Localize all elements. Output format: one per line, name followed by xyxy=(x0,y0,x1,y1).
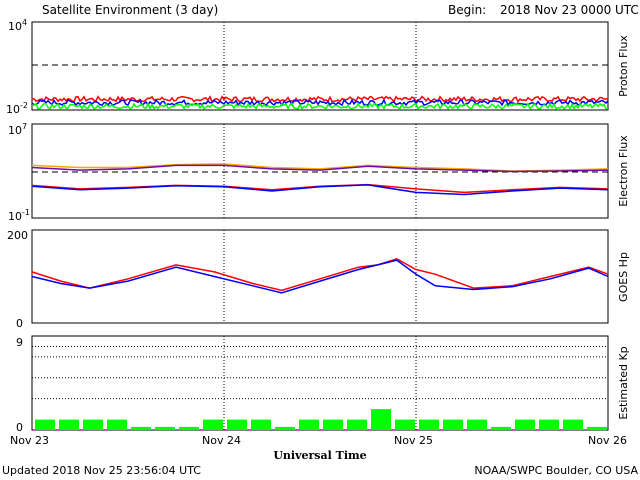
begin-label: Begin: xyxy=(448,3,486,17)
chart-title: Satellite Environment (3 day) xyxy=(42,3,218,17)
kp-bar xyxy=(515,420,535,430)
electron-ytick-top: 107 xyxy=(8,122,27,137)
xtick-nov25: Nov 25 xyxy=(394,434,433,447)
kp-bar xyxy=(587,427,607,430)
xtick-nov23: Nov 23 xyxy=(10,434,49,447)
proton-series xyxy=(32,97,608,109)
kp-bar xyxy=(83,420,103,430)
satellite-environment-chart: Satellite Environment (3 day) Begin: 201… xyxy=(0,0,640,480)
kp-bar xyxy=(443,420,463,430)
xaxis-label: Universal Time xyxy=(273,449,366,462)
kp-bar xyxy=(323,420,343,430)
day-separators xyxy=(224,22,416,430)
hp-panel-frame xyxy=(32,230,608,323)
proton-ylabel: Proton Flux xyxy=(617,35,630,97)
kp-bar xyxy=(131,427,151,430)
proton-line-green xyxy=(32,104,608,109)
hp-line-red xyxy=(32,259,608,291)
kp-bar xyxy=(491,427,511,430)
updated-timestamp: Updated 2018 Nov 25 23:56:04 UTC xyxy=(2,464,201,477)
kp-bar xyxy=(275,427,295,430)
kp-bar xyxy=(395,420,415,430)
kp-bar xyxy=(155,427,175,430)
hp-ylabel: GOES Hp xyxy=(617,252,630,302)
electron-ytick-bottom: 10-1 xyxy=(8,208,30,223)
hp-line-blue xyxy=(32,260,608,293)
kp-bar xyxy=(179,427,199,430)
begin-value: 2018 Nov 23 0000 UTC xyxy=(500,3,639,17)
electron-series xyxy=(32,164,608,195)
kp-bar xyxy=(563,420,583,430)
kp-bar xyxy=(35,420,55,430)
proton-ytick-bottom: 10-2 xyxy=(6,101,28,116)
xtick-nov26: Nov 26 xyxy=(588,434,627,447)
kp-ytick-bottom: 0 xyxy=(16,421,23,434)
electron-line-blue xyxy=(32,185,608,195)
credit-text: NOAA/SWPC Boulder, CO USA xyxy=(474,464,638,477)
hp-ytick-bottom: 0 xyxy=(16,317,23,330)
kp-panel-frame xyxy=(32,336,608,430)
kp-bar xyxy=(227,420,247,430)
kp-grid xyxy=(32,346,608,398)
kp-ylabel: Estimated Kp xyxy=(617,346,630,419)
kp-bar xyxy=(59,420,79,430)
kp-bar xyxy=(251,420,271,430)
kp-bar xyxy=(467,420,487,430)
hp-ytick-top: 200 xyxy=(7,229,28,242)
kp-bar xyxy=(107,420,127,430)
kp-bar xyxy=(299,420,319,430)
kp-bar xyxy=(347,420,367,430)
kp-bar xyxy=(203,420,223,430)
kp-bar xyxy=(419,420,439,430)
hp-series xyxy=(32,259,608,293)
kp-bar xyxy=(371,409,391,430)
proton-ytick-top: 104 xyxy=(8,18,27,33)
kp-bar xyxy=(539,420,559,430)
electron-ylabel: Electron Flux xyxy=(617,135,630,207)
xtick-nov24: Nov 24 xyxy=(202,434,241,447)
kp-bars xyxy=(35,409,607,430)
kp-ytick-top: 9 xyxy=(16,336,23,349)
